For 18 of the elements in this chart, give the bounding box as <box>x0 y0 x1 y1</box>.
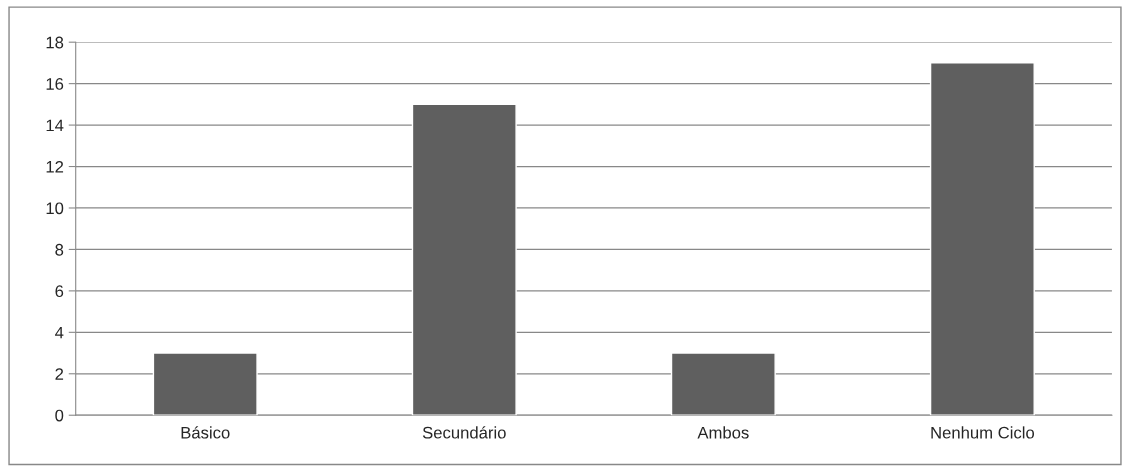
y-tick-label: 12 <box>46 160 64 173</box>
x-tick-label: Nenhum Ciclo <box>931 426 1035 439</box>
y-tick-label: 0 <box>55 409 64 422</box>
x-tick-label: Ambos <box>697 426 749 439</box>
bar <box>670 352 776 416</box>
x-tick-label: Secundário <box>422 426 506 439</box>
bar <box>929 62 1035 416</box>
y-tick-label: 8 <box>55 243 64 256</box>
y-tick-label: 4 <box>55 326 64 339</box>
y-tick-label: 2 <box>55 368 64 380</box>
y-tick-label: 18 <box>46 36 64 49</box>
y-tick-label: 6 <box>55 285 64 298</box>
x-tick-label: Básico <box>181 426 230 439</box>
bar <box>152 352 258 416</box>
y-tick-label: 16 <box>46 78 64 90</box>
y-tick-label: 10 <box>46 202 64 215</box>
y-tick-label: 14 <box>46 119 64 132</box>
bar <box>411 103 517 416</box>
